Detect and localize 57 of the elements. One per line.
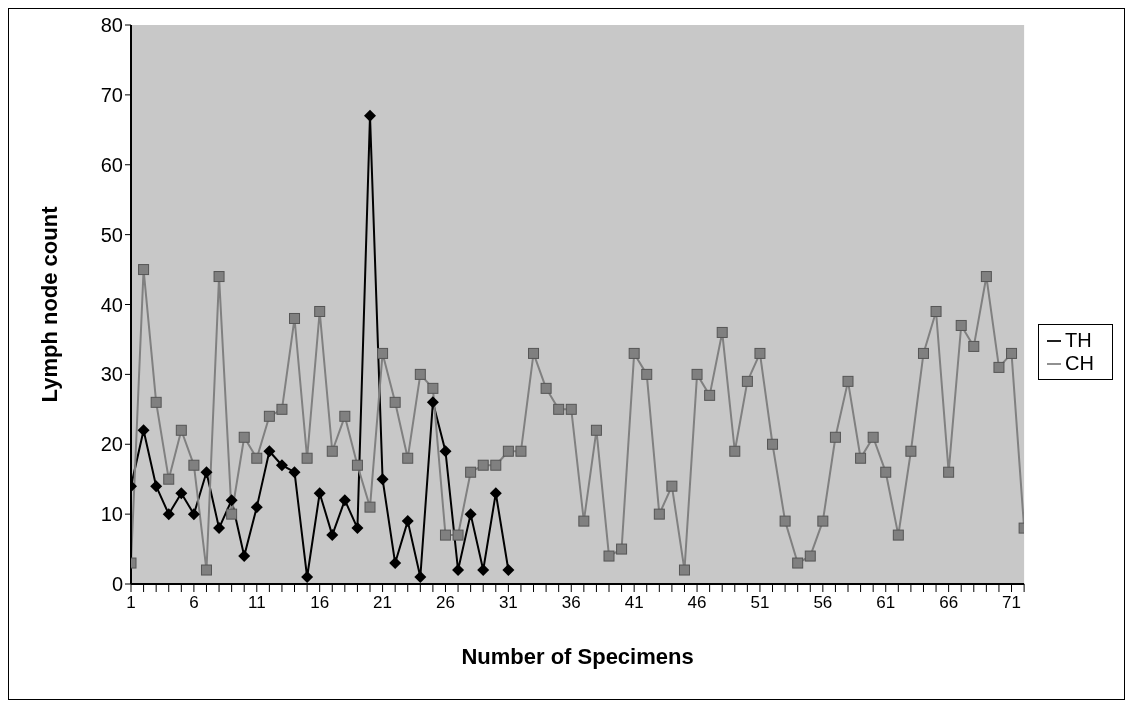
x-tick-label: 56 xyxy=(813,593,833,612)
x-tick-label: 1 xyxy=(126,593,136,612)
legend-label: CH xyxy=(1065,351,1094,374)
x-tick-label: 21 xyxy=(373,593,393,612)
point xyxy=(313,487,326,500)
point xyxy=(351,522,364,535)
y-tick-label: 20 xyxy=(100,433,123,456)
x-tick-label: 46 xyxy=(687,593,707,612)
x-tick-label: 31 xyxy=(498,593,518,612)
point xyxy=(452,564,465,577)
point xyxy=(401,515,414,528)
point xyxy=(162,508,175,521)
point xyxy=(225,494,238,507)
point xyxy=(288,466,301,479)
x-tick-label: 51 xyxy=(750,593,770,612)
y-tick-label: 0 xyxy=(111,573,123,596)
x-tick-label: 36 xyxy=(561,593,581,612)
point xyxy=(439,445,452,458)
point xyxy=(200,466,213,479)
point xyxy=(376,473,389,486)
x-tick-label: 6 xyxy=(189,593,199,612)
point xyxy=(326,529,339,542)
point xyxy=(250,501,263,514)
y-tick-label: 50 xyxy=(100,223,123,246)
point xyxy=(477,564,490,577)
point xyxy=(502,564,515,577)
x-tick-label: 61 xyxy=(876,593,896,612)
x-tick-label: 16 xyxy=(310,593,330,612)
point xyxy=(150,480,163,493)
x-tick-label: 41 xyxy=(624,593,644,612)
point xyxy=(338,494,351,507)
point xyxy=(364,109,376,122)
y-tick-label: 10 xyxy=(100,503,123,526)
point xyxy=(426,396,439,409)
point xyxy=(187,508,200,521)
x-axis-title: Number of Specimens xyxy=(461,644,694,669)
point xyxy=(389,557,402,570)
y-tick-label: 30 xyxy=(100,363,123,386)
point xyxy=(301,571,314,584)
y-axis-title: Lymph node count xyxy=(36,205,62,403)
x-tick-label: 26 xyxy=(436,593,455,612)
x-tick-label: 11 xyxy=(247,593,266,612)
point xyxy=(464,508,477,521)
legend-label: TH xyxy=(1065,328,1092,351)
point xyxy=(213,522,226,535)
point xyxy=(263,445,276,458)
point xyxy=(414,571,427,584)
point xyxy=(175,487,188,500)
x-tick-label: 66 xyxy=(939,593,959,612)
point xyxy=(137,424,150,437)
y-tick-label: 60 xyxy=(100,153,123,176)
y-tick-label: 80 xyxy=(100,14,123,37)
point xyxy=(275,459,288,472)
x-tick-label: 71 xyxy=(1002,593,1021,612)
y-tick-label: 70 xyxy=(100,83,123,106)
y-tick-label: 40 xyxy=(100,293,123,316)
point xyxy=(238,550,251,563)
